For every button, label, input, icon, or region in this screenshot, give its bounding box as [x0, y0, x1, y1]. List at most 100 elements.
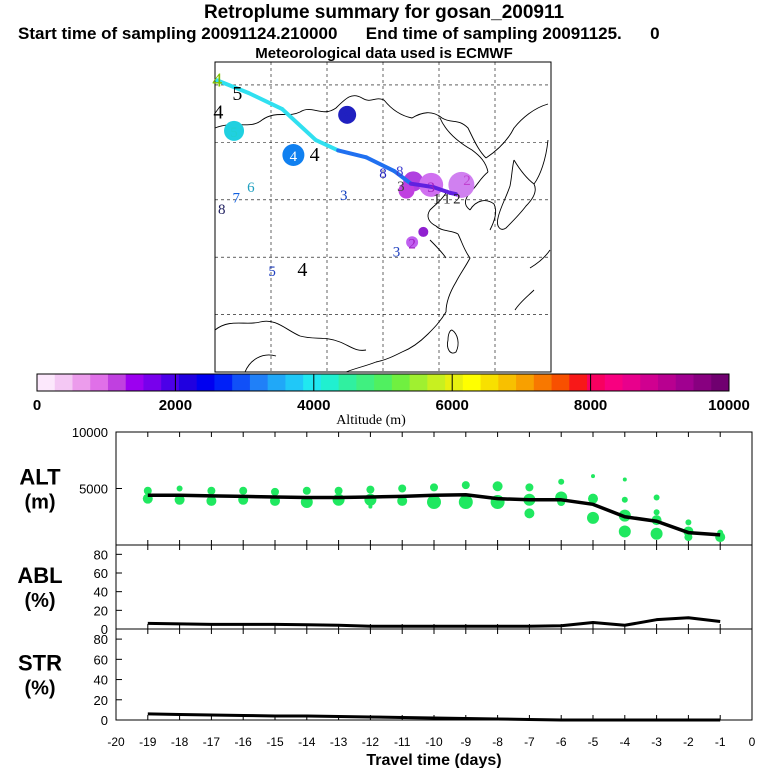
- cluster-label: 2: [408, 236, 416, 252]
- altitude-scatter-point: [525, 483, 534, 492]
- y-tick-label: 10000: [72, 425, 108, 440]
- colorbar-swatch: [267, 374, 286, 391]
- track-segment: [409, 181, 436, 190]
- altitude-scatter-point: [427, 495, 441, 510]
- track-segment: [215, 78, 251, 95]
- colorbar-swatch: [338, 374, 357, 391]
- x-tick-label: -3: [651, 735, 662, 749]
- panel-frame: [115, 628, 753, 721]
- cluster-label: 3: [397, 179, 405, 195]
- colorbar-swatch: [37, 374, 56, 391]
- cluster-label: 8: [379, 166, 387, 182]
- altitude-scatter-point: [397, 495, 408, 506]
- altitude-scatter-point: [622, 477, 627, 482]
- y-axis-label: ALT: [19, 465, 61, 490]
- track-segment: [246, 91, 285, 112]
- colorbar-swatch: [516, 374, 535, 391]
- cluster-label: 1: [433, 191, 441, 207]
- x-tick-label: -10: [425, 735, 443, 749]
- track-segment: [280, 107, 318, 143]
- str-line: [147, 712, 721, 722]
- altitude-scatter-point: [176, 485, 183, 492]
- panel-frame: [115, 544, 753, 630]
- y-tick-label: 40: [94, 673, 108, 688]
- colorbar-swatch: [693, 374, 712, 391]
- cluster-label: 5: [268, 264, 276, 280]
- cluster-label: 2: [453, 191, 461, 207]
- y-axis-unit: (%): [24, 678, 55, 700]
- colorbar-tick-label: 4000: [297, 397, 330, 414]
- altitude-scatter-point: [430, 483, 438, 492]
- x-tick-label: -1: [715, 735, 726, 749]
- colorbar-swatch: [462, 374, 482, 391]
- cluster-dot: [448, 171, 475, 198]
- track-segment: [313, 138, 341, 153]
- y-axis-unit: (%): [24, 590, 55, 612]
- colorbar-swatch: [409, 374, 428, 391]
- altitude-colorbar: 0 2000 4000 6000 8000 10000: [33, 373, 750, 414]
- altitude-scatter-point: [650, 527, 663, 540]
- y-tick-label: 5000: [79, 482, 108, 497]
- panel-str: 0 20 40 60 80 STR(%): [18, 628, 753, 728]
- x-tick-label: -16: [235, 735, 253, 749]
- colorbar-tick-label: 10000: [708, 397, 750, 414]
- y-tick-label: 0: [101, 622, 108, 637]
- cluster-dot: [224, 120, 245, 141]
- colorbar-swatch: [54, 374, 73, 391]
- altitude-scatter-point: [653, 509, 660, 516]
- altitude-scatter-point: [334, 486, 343, 495]
- cluster-dot: [418, 226, 429, 237]
- colorbar-swatch: [143, 374, 162, 391]
- x-tick-label: -6: [556, 735, 567, 749]
- x-tick-label: -14: [298, 735, 316, 749]
- y-tick-label: 60: [94, 652, 108, 667]
- cluster-dot: [338, 105, 357, 124]
- colorbar-swatch: [178, 374, 198, 391]
- colorbar-tick-label: 2000: [159, 397, 192, 414]
- x-tick-label: -11: [394, 735, 411, 749]
- y-axis-unit: (m): [24, 492, 55, 514]
- cluster-label: 8: [218, 202, 226, 218]
- colorbar-swatch: [374, 374, 393, 391]
- cluster-label: 2: [463, 173, 471, 189]
- colorbar-swatch: [285, 374, 304, 391]
- altitude-scatter-point: [332, 493, 345, 506]
- y-tick-label: 20: [94, 603, 108, 618]
- track-segment: [364, 155, 397, 174]
- colorbar-swatch: [249, 374, 269, 391]
- colorbar-swatch: [90, 374, 109, 391]
- colorbar-swatch: [658, 374, 677, 391]
- colorbar-swatch: [303, 374, 322, 391]
- altitude-scatter-point: [174, 494, 185, 505]
- track-segment: [392, 169, 413, 186]
- colorbar-swatch: [675, 374, 695, 391]
- colorbar-swatch: [232, 374, 251, 391]
- x-tick-label: -17: [203, 735, 221, 749]
- colorbar-tick-label: 0: [33, 397, 41, 414]
- colorbar-swatch: [161, 374, 180, 391]
- colorbar-swatch: [320, 374, 340, 391]
- altitude-scatter-point: [398, 484, 407, 493]
- colorbar-label: Altitude (m): [336, 413, 406, 428]
- x-tick-label: -4: [619, 735, 630, 749]
- track-segment: [431, 185, 453, 195]
- altitude-scatter-point: [618, 525, 631, 538]
- panel-abl: 0 20 40 60 80 ABL(%): [17, 544, 753, 637]
- x-tick-label: -20: [107, 735, 125, 749]
- x-tick-label: -9: [460, 735, 471, 749]
- x-tick-label: -8: [492, 735, 503, 749]
- altitude-scatter-point: [458, 495, 473, 510]
- colorbar-swatch: [445, 374, 464, 391]
- cluster-dot: [406, 236, 419, 249]
- cluster-markers: [224, 105, 475, 249]
- plot-title: Retroplume summary for gosan_200911: [203, 2, 565, 23]
- x-tick-label: -12: [362, 735, 380, 749]
- met-data-line: Meteorological data used is ECMWF: [255, 45, 513, 62]
- cluster-label: 4: [212, 69, 222, 91]
- x-tick-label: -5: [588, 735, 599, 749]
- cluster-label: 4: [290, 149, 298, 165]
- altitude-scatter-point: [239, 486, 248, 495]
- cluster-dot: [398, 182, 415, 199]
- x-tick-label: -13: [330, 735, 348, 749]
